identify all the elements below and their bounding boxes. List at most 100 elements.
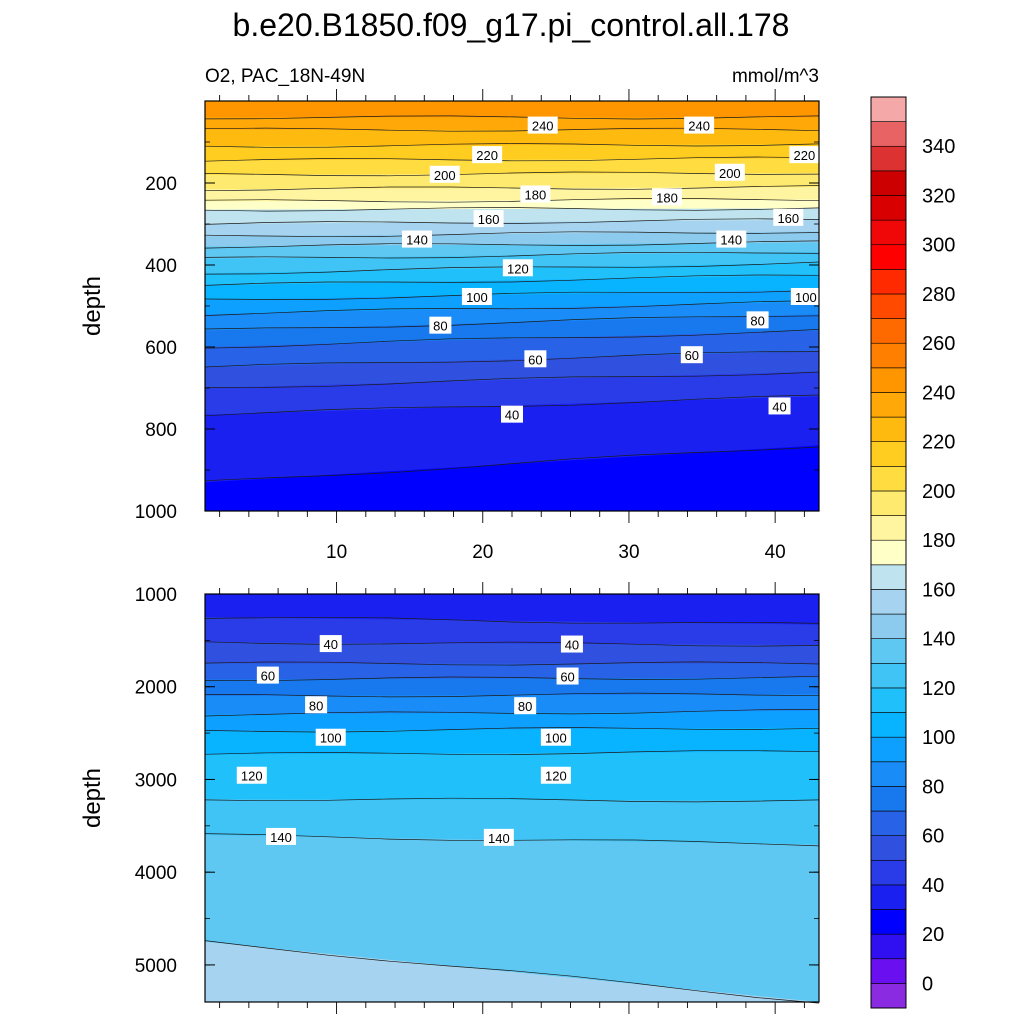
upper-contour-label-text: 60 [528, 352, 542, 367]
colorbar-tick-label: 200 [922, 481, 955, 503]
lower-contour-label-text: 140 [488, 831, 510, 846]
upper-ytick-label: 200 [145, 174, 177, 195]
upper-panel: 240 240 220 220 200 200 180 180 160 160 140 140 120 1… [79, 89, 821, 563]
colorbar-swatch [870, 318, 907, 344]
colorbar-swatch [870, 933, 907, 960]
colorbar-swatch [870, 145, 907, 172]
upper-contour-label-box [473, 210, 504, 228]
upper-contour-label-box [501, 405, 523, 423]
upper-contour-label-text: 80 [750, 313, 764, 328]
lower-contour-label-text: 100 [545, 731, 567, 746]
colorbar-tick-label: 320 [922, 185, 955, 207]
upper-contour-label-box [768, 397, 791, 415]
lower-contour-label: 100 [540, 728, 571, 746]
upper-contour-label-text: 100 [795, 290, 817, 305]
upper-contour-label: 120 [502, 259, 533, 277]
colorbar-swatch [870, 219, 907, 246]
upper-contour-label-text: 40 [772, 399, 786, 414]
upper-contour-label-box [714, 163, 745, 181]
colorbar-swatch [870, 96, 907, 122]
upper-contour-line-70 [204, 329, 820, 349]
lower-contour-label-text: 140 [270, 830, 292, 845]
upper-contour-label: 200 [714, 163, 745, 181]
lower-ytick-label: 4000 [135, 863, 177, 884]
upper-contour-label-box [472, 146, 503, 164]
upper-contour-label-box [684, 116, 715, 134]
lower-contour-label-text: 100 [320, 731, 342, 746]
colorbar-tick-label: 260 [922, 333, 955, 355]
upper-contour-label: 40 [768, 397, 791, 415]
upper-contour-label-box [429, 165, 460, 183]
upper-contour-label: 160 [773, 208, 804, 226]
upper-contour-label: 100 [790, 287, 821, 305]
upper-contour-label: 220 [472, 146, 503, 164]
lower-contour-line-100 [204, 727, 820, 733]
upper-contour-label-box [790, 287, 821, 305]
lower-ytick-label: 3000 [135, 770, 177, 791]
colorbar-swatch [870, 835, 907, 861]
upper-contour-label-box [429, 316, 452, 334]
upper-contour-label-box [716, 230, 747, 248]
lower-contour-label: 60 [256, 666, 279, 684]
upper-ytick-label: 600 [145, 338, 177, 359]
upper-contour-line-80 [204, 315, 820, 330]
colorbar-swatch [870, 564, 907, 590]
upper-ytick-label: 1000 [135, 502, 177, 523]
upper-contour-label-text: 180 [525, 187, 547, 202]
upper-contour-label-text: 200 [719, 166, 741, 181]
lower-contour-label: 60 [556, 667, 579, 685]
upper-contour-label-box [680, 346, 703, 364]
colorbar-swatch [870, 539, 907, 566]
colorbar-swatch [870, 589, 907, 615]
colorbar-swatch [870, 416, 907, 443]
lower-contour-label: 80 [514, 697, 537, 715]
lower-contour-label-text: 120 [545, 769, 567, 784]
colorbar-swatch [870, 810, 907, 836]
lower-contour-label-box [315, 728, 346, 746]
lower-contour-line-120 [204, 797, 820, 803]
upper-contour-line-160 [204, 218, 820, 225]
lower-ylabel: depth [79, 768, 106, 828]
upper-contour-label-box [401, 230, 432, 248]
colorbar-swatch [870, 884, 907, 910]
colorbar-swatch [870, 736, 907, 763]
colorbar-tick-label: 40 [922, 875, 944, 897]
colorbar-swatch [870, 909, 907, 935]
upper-contour-label-text: 160 [777, 211, 799, 226]
upper-contour-label-text: 140 [720, 233, 742, 248]
lower-contour-label-text: 120 [241, 769, 263, 784]
colorbar-swatch [870, 466, 907, 492]
upper-contour-label-text: 240 [688, 119, 710, 134]
lower-ytick-label: 1000 [135, 585, 177, 606]
lower-contour-label: 80 [305, 696, 328, 714]
colorbar-swatch [870, 859, 907, 886]
colorbar-swatch [870, 638, 907, 664]
lower-contour-label-box [236, 766, 267, 784]
colorbar-swatch [870, 613, 907, 639]
colorbar-swatch [870, 515, 907, 541]
colorbar-tick-label: 120 [922, 678, 955, 700]
lower-contour-line-50 [204, 641, 820, 647]
lower-contour-line-60 [204, 661, 820, 666]
upper-contour-label: 140 [401, 230, 432, 248]
upper-contour-label-text: 220 [476, 148, 498, 163]
lower-contour-label-text: 40 [565, 638, 579, 653]
colorbar-swatch [870, 244, 907, 270]
colorbar-swatch [870, 687, 907, 713]
lower-contour-line-70 [204, 675, 820, 682]
lower-contour-label-box [483, 828, 514, 846]
upper-contour-label: 100 [461, 287, 492, 305]
colorbar-tick-label: 0 [922, 973, 933, 995]
colorbar-swatch [870, 269, 907, 295]
panel-subtitle-right: mmol/m^3 [732, 66, 819, 87]
colorbar-tick-label: 140 [922, 629, 955, 651]
upper-contour-line-180 [204, 198, 820, 203]
upper-contour-line-210 [204, 156, 820, 162]
lower-contour-label-box [556, 667, 579, 685]
upper-contour-label-text: 200 [434, 168, 456, 183]
lower-contour-label-text: 60 [560, 670, 574, 685]
lower-contour-label: 140 [266, 827, 297, 845]
upper-contour-label: 240 [684, 116, 715, 134]
upper-xtick-label: 20 [472, 542, 493, 563]
upper-contour-label: 140 [716, 230, 747, 248]
